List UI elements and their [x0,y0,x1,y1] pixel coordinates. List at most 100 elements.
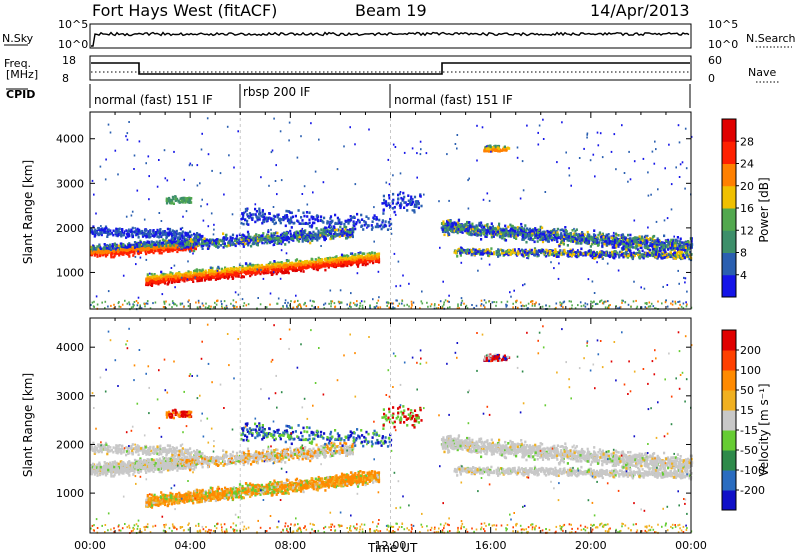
data-cell [190,233,193,237]
data-cell [196,268,199,272]
data-cell [302,222,305,225]
data-cell [128,251,131,254]
data-cell [242,238,245,241]
data-cell [207,271,210,274]
data-cell [357,253,360,256]
data-cell [289,211,292,214]
data-cell [248,216,251,220]
data-cell [261,221,264,225]
data-cell [497,232,500,235]
data-cell [326,220,329,223]
data-cell [248,237,251,241]
data-cell [165,276,168,280]
data-cell [249,274,252,278]
data-cell [189,250,192,253]
data-cell [345,225,348,229]
data-cell [323,233,326,237]
data-cell [484,235,487,238]
data-cell [211,274,214,278]
data-cell [308,211,311,214]
data-cell [121,243,124,246]
data-cell [679,242,682,245]
data-cell [366,253,369,257]
data-cell [299,269,303,273]
nsearch-label: N.Search [746,32,796,45]
data-cell [153,234,156,237]
data-cell [601,241,604,245]
data-cell [181,234,184,238]
data-cell [637,241,641,245]
data-cell [547,230,551,234]
freq-label: Freq. [4,57,31,70]
data-cell [228,275,231,278]
data-cell [570,240,573,243]
data-cell [603,237,606,241]
data-cell [656,243,659,247]
data-cell [207,276,210,279]
data-cell [529,236,532,240]
data-cell [390,222,393,226]
data-cell [308,218,311,222]
data-cell [370,257,373,261]
data-cell [340,259,343,262]
data-cell [136,249,139,253]
data-cell [189,241,192,245]
data-cell [322,221,325,224]
data-cell [320,231,323,234]
data-cell [656,239,659,242]
data-cell [190,243,193,246]
data-cell [482,230,485,233]
data-cell [327,257,330,260]
data-cell [644,239,647,242]
cpid-segment-1: normal (fast) 151 IF [94,93,213,107]
data-cell [160,270,163,274]
data-cell [338,221,341,224]
data-cell [204,271,207,275]
data-cell [279,221,282,225]
data-cell [499,233,502,236]
data-cell [538,235,541,238]
data-cell [171,229,174,232]
data-cell [298,230,301,233]
data-cell [539,225,542,229]
data-cell [128,233,131,236]
data-cell [556,240,559,243]
data-cell [148,244,151,247]
data-cell [242,222,245,226]
data-cell [611,237,615,241]
data-cell [513,235,516,239]
data-cell [315,267,318,271]
data-cell [289,221,292,225]
data-cell [209,266,212,270]
data-cell [202,244,205,247]
data-cell [163,233,166,236]
data-cell [264,268,267,271]
data-cell [363,223,366,227]
data-cell [219,275,222,278]
data-cell [223,244,226,248]
data-cell [241,217,244,220]
data-cell [626,238,629,242]
data-cell [197,239,200,242]
data-cell [246,271,249,274]
data-cell [597,233,600,237]
data-cell [234,244,237,248]
data-cell [304,222,307,225]
data-cell [213,270,216,273]
data-cell [300,233,303,237]
data-cell [141,233,144,236]
data-cell [250,273,253,276]
data-cell [257,269,260,272]
data-cell [297,260,300,263]
data-cell [297,231,300,235]
data-cell [583,240,587,244]
data-cell [351,231,354,235]
data-cell [156,231,159,235]
data-cell [238,275,241,278]
data-cell [335,255,338,258]
data-cell [290,237,293,240]
data-cell [619,240,622,243]
data-cell [117,228,120,231]
data-cell [329,261,332,264]
data-cell [115,251,118,254]
